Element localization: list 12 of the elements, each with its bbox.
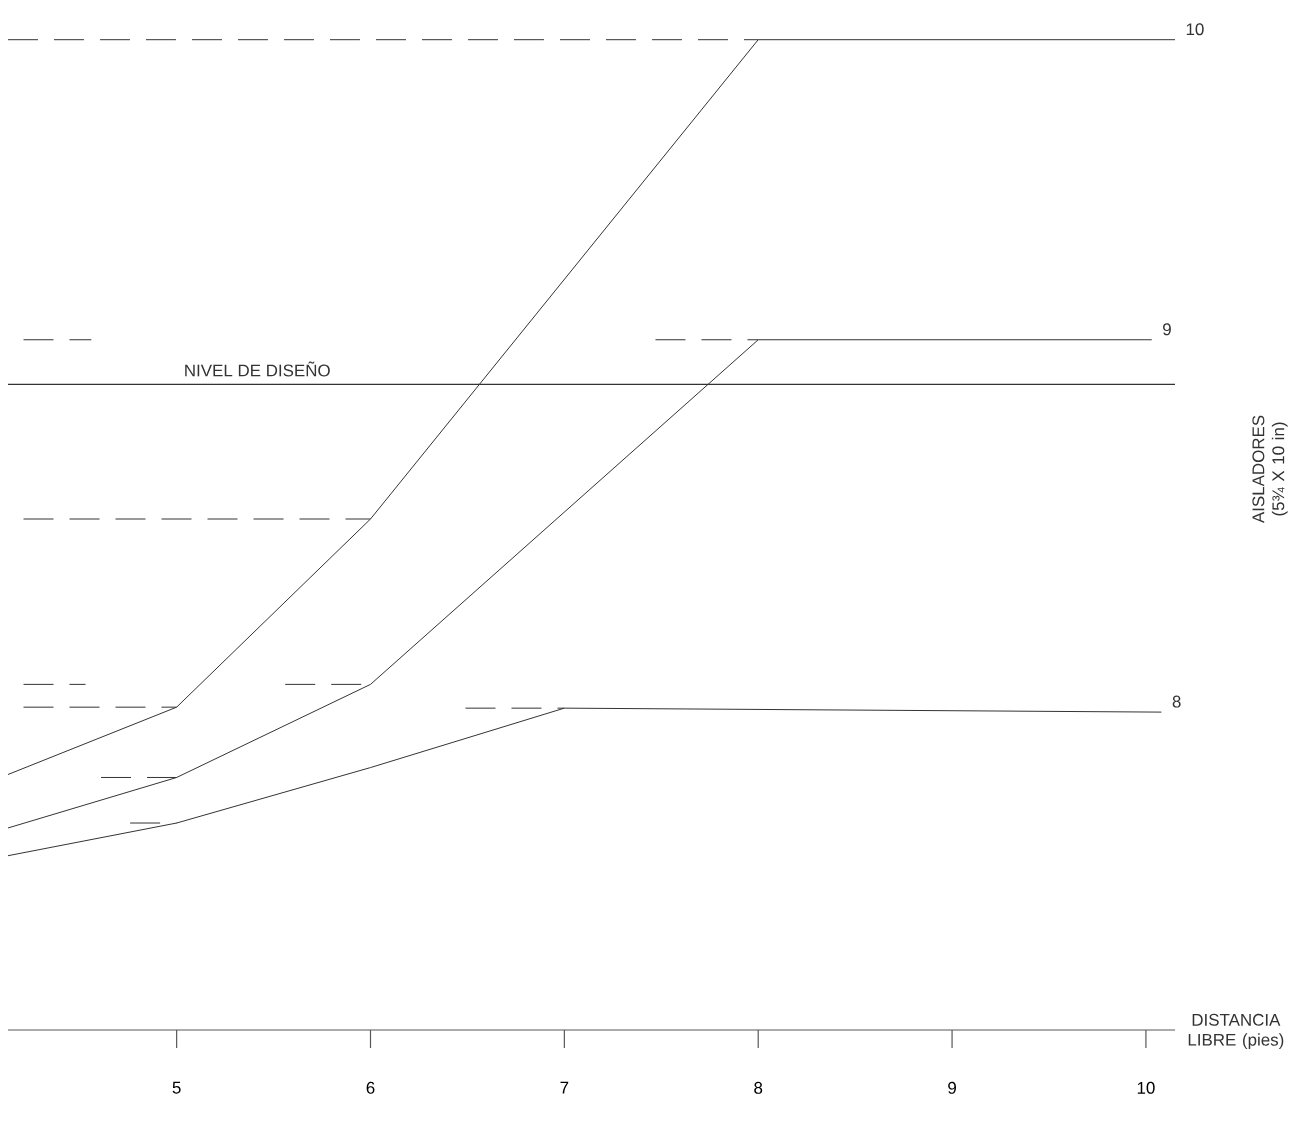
x-tick-label: 8 <box>754 1081 763 1094</box>
x-tick-label: 7 <box>560 1081 569 1094</box>
ref-line-label: NIVEL DE DISEÑO <box>185 361 330 377</box>
y-axis-title: AISLADORES (5¾ X 10 in) <box>1252 415 1288 524</box>
x-tick-label: 5 <box>172 1081 181 1094</box>
x-axis-title: DISTANCIA LIBRE (pies) <box>1188 1013 1284 1050</box>
x-tick-label: 9 <box>948 1081 956 1094</box>
series-label: 9 <box>1163 323 1171 336</box>
x-tick-label: 10 <box>1137 1081 1155 1094</box>
series-label: 10 <box>1186 23 1204 36</box>
x-tick-label: 6 <box>366 1081 375 1094</box>
series-label: 8 <box>1172 695 1181 708</box>
